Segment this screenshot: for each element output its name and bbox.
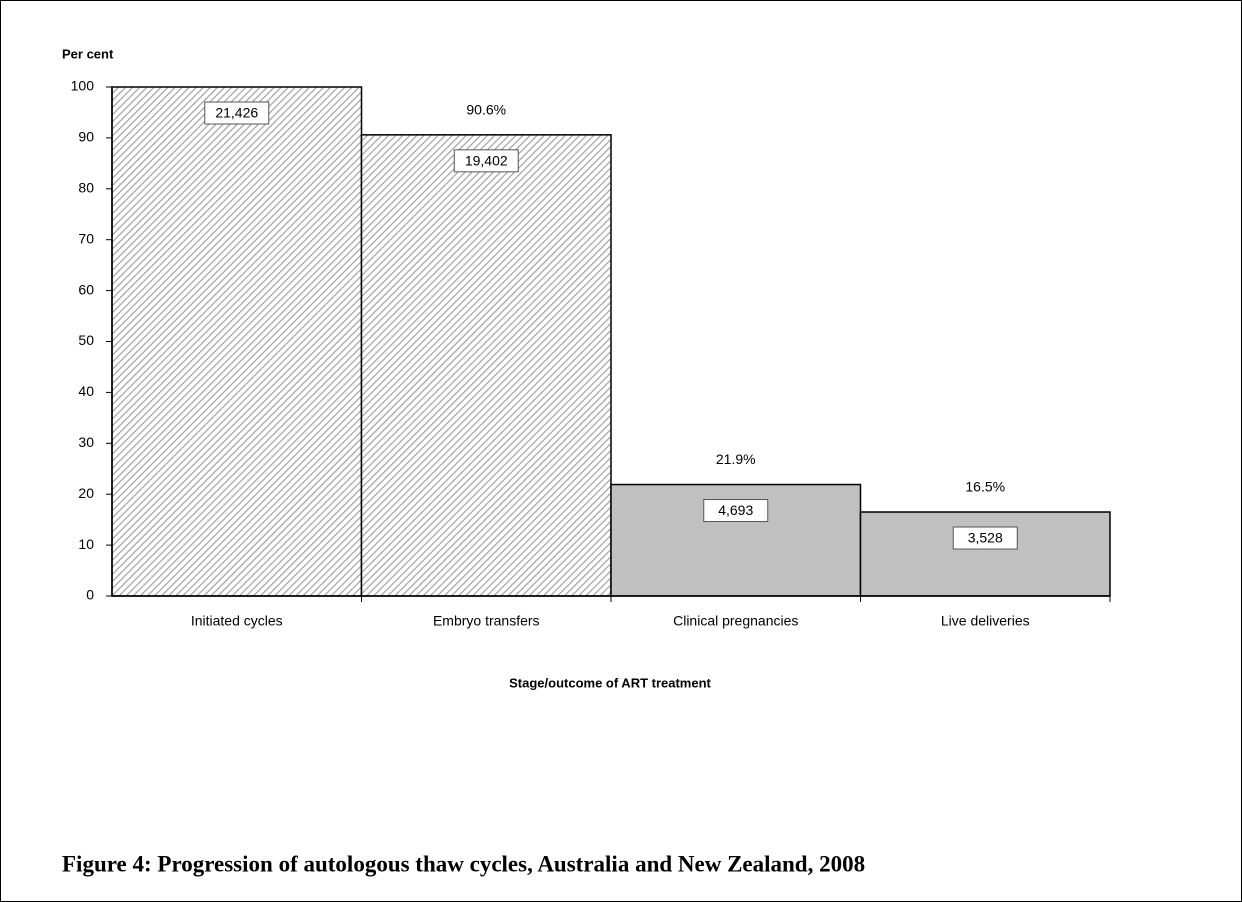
x-tick-label: Live deliveries [941, 613, 1030, 629]
x-tick-label: Clinical pregnancies [673, 613, 798, 629]
y-tick-label: 40 [78, 383, 94, 399]
value-label: 16.5% [965, 479, 1005, 495]
y-tick-label: 10 [78, 536, 94, 552]
count-label: 19,402 [465, 153, 508, 169]
y-tick-label: 90 [78, 129, 94, 145]
figure-caption: Figure 4: Progression of autologous thaw… [62, 851, 865, 876]
y-tick-label: 60 [78, 281, 94, 297]
count-label: 21,426 [215, 105, 258, 121]
y-tick-label: 30 [78, 434, 94, 450]
y-tick-label: 20 [78, 485, 94, 501]
count-label: 3,528 [968, 530, 1003, 546]
y-tick-label: 0 [86, 587, 94, 603]
x-tick-label: Initiated cycles [191, 613, 283, 629]
x-axis-label: Stage/outcome of ART treatment [509, 675, 711, 690]
y-tick-label: 80 [78, 180, 94, 196]
x-tick-label: Embryo transfers [433, 613, 540, 629]
count-label: 4,693 [718, 502, 753, 518]
count-label-box [204, 101, 270, 125]
count-label-box [703, 499, 769, 523]
y-tick-label: 100 [71, 78, 95, 94]
y-axis-label: Per cent [62, 46, 114, 61]
bar [360, 134, 612, 597]
bar [111, 86, 363, 597]
value-label: 90.6% [466, 102, 506, 118]
bar [859, 511, 1111, 597]
y-tick-label: 70 [78, 230, 94, 246]
count-label-box [952, 526, 1018, 550]
y-tick-label: 50 [78, 332, 94, 348]
value-label: 21.9% [716, 451, 756, 467]
count-label-box [453, 149, 519, 173]
